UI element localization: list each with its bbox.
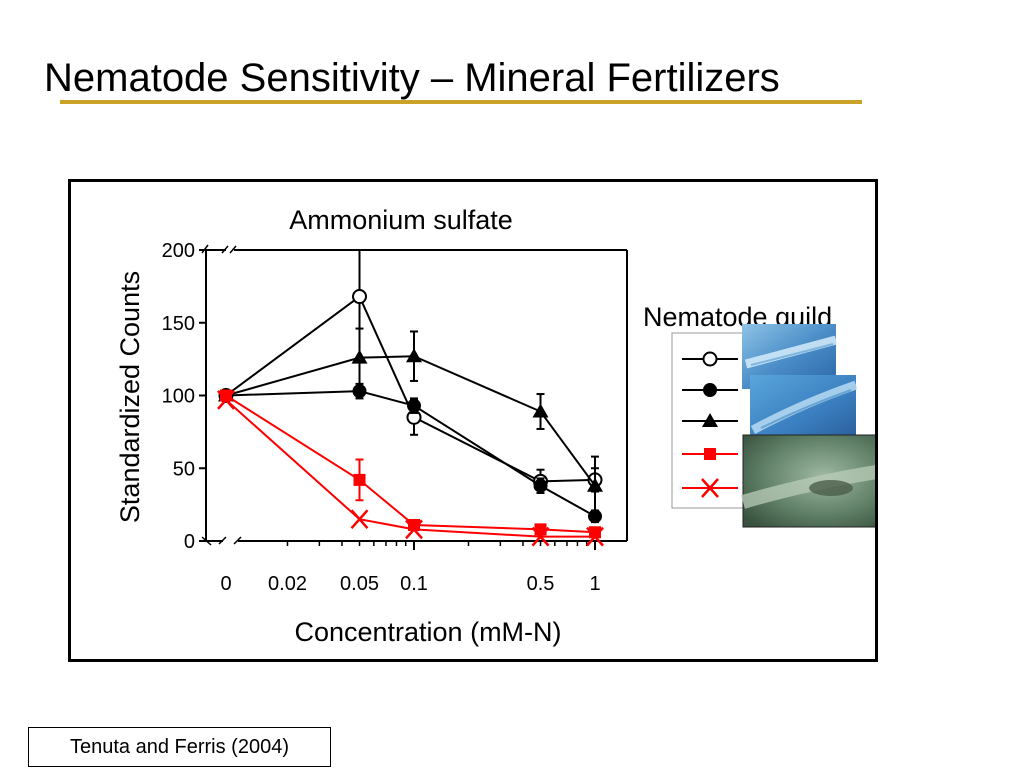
data-point	[353, 473, 366, 486]
x-tick-label: 0.1	[400, 573, 428, 595]
series-2	[219, 382, 602, 524]
data-point	[587, 477, 603, 492]
legend-marker	[704, 448, 716, 460]
x-tick-label: 0.5	[527, 573, 555, 595]
series-1	[218, 250, 603, 494]
y-tick-label: 0	[184, 531, 195, 553]
nematode-photo-3	[741, 434, 875, 528]
legend-entry-4	[682, 448, 738, 460]
data-point	[533, 478, 548, 493]
data-point	[352, 289, 368, 305]
series-layer	[217, 250, 604, 547]
data-point	[217, 390, 235, 410]
x-tick-label: 0.02	[268, 573, 307, 595]
data-point	[532, 403, 549, 418]
nematode-photo-2	[750, 375, 858, 438]
data-point	[586, 526, 604, 547]
x-tick-label: 0.05	[340, 573, 379, 595]
legend-marker	[703, 383, 717, 397]
data-point	[405, 519, 423, 540]
legend-entry-3	[682, 413, 738, 427]
x-axis-label: Concentration (mM-N)	[294, 617, 561, 647]
citation: Tenuta and Ferris (2004)	[28, 727, 331, 767]
plot-frame	[201, 244, 628, 546]
data-point	[589, 526, 601, 539]
y-axis: 0 50 100 150 200	[162, 240, 206, 553]
legend-entry-1	[682, 351, 738, 367]
data-point	[350, 509, 369, 530]
y-tick-label: 200	[162, 240, 195, 262]
x-tick-label: 0	[220, 573, 231, 595]
data-point	[531, 526, 550, 547]
legend-marker	[701, 478, 719, 498]
y-tick-label: 50	[173, 458, 195, 480]
chart-title: Ammonium sulfate	[289, 205, 513, 235]
x-tick-label: 1	[589, 573, 600, 595]
y-tick-label: 100	[162, 386, 195, 408]
legend-marker	[702, 351, 718, 367]
series-5	[217, 390, 604, 547]
series-4	[220, 389, 601, 539]
legend-entry-5	[682, 478, 738, 498]
data-point	[220, 389, 232, 402]
slide-title: Nematode Sensitivity – Mineral Fertilize…	[44, 56, 780, 100]
data-point	[406, 348, 422, 363]
legend-marker	[702, 413, 718, 427]
chart-frame: Ammonium sulfate 0 50 100 150 200 0 0.02 0.05 0…	[68, 179, 878, 662]
x-axis: 0 0.02 0.05 0.1 0.5 1	[220, 541, 601, 595]
legend-entry-2	[682, 383, 738, 397]
series-line	[225, 295, 596, 483]
data-point	[407, 398, 421, 413]
legend	[682, 351, 738, 498]
y-tick-label: 150	[162, 313, 195, 335]
data-point	[351, 349, 368, 364]
title-underline	[60, 100, 862, 104]
y-axis-label: Standardized Counts	[115, 271, 145, 523]
